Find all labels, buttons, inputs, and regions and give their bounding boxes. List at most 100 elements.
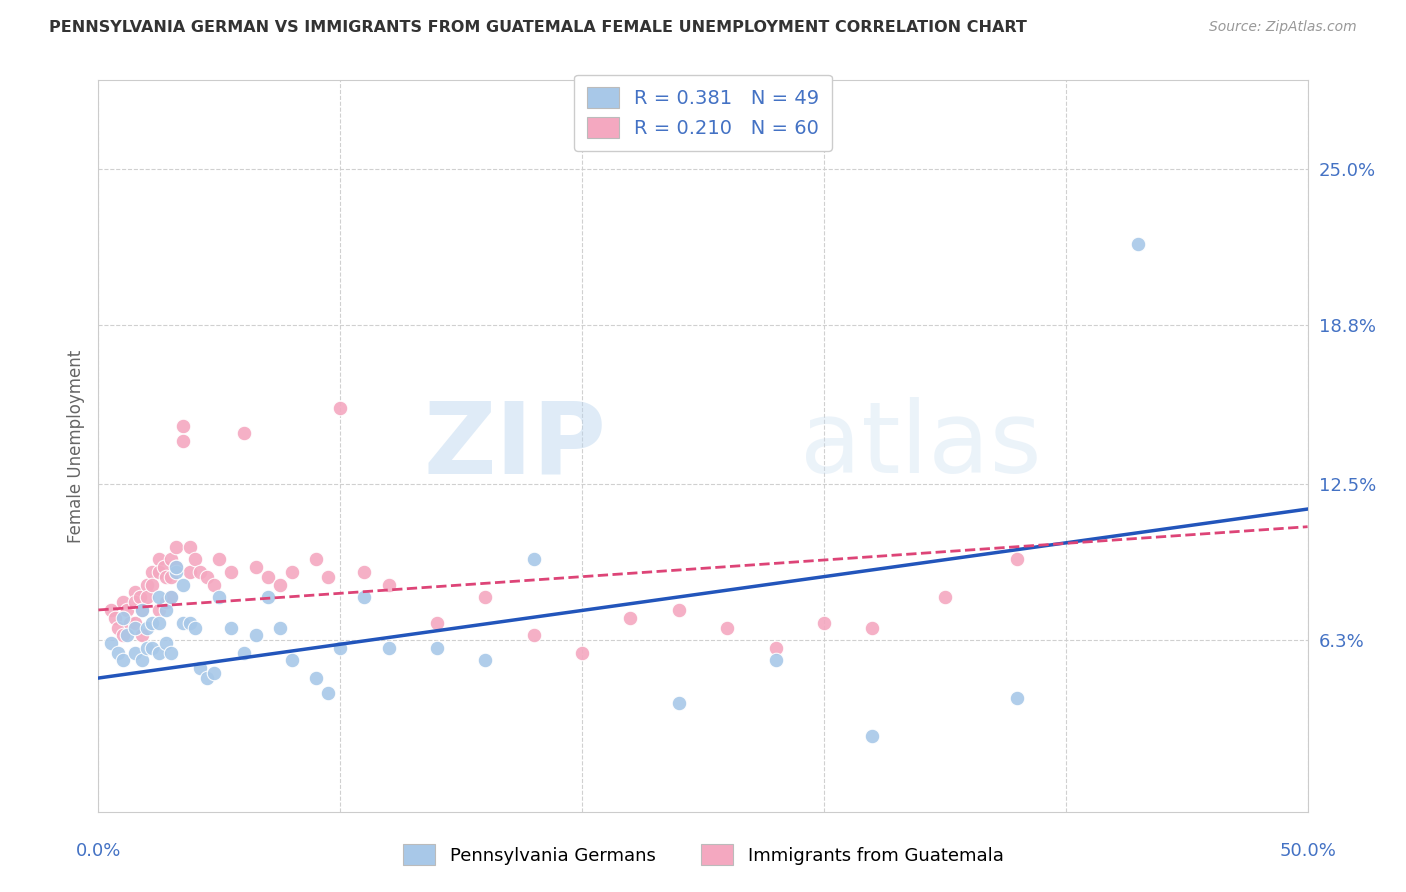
Point: [377, 640, 399, 655]
Text: ZIP: ZIP: [423, 398, 606, 494]
Point: [124, 585, 146, 599]
Point: [107, 621, 129, 635]
Point: [148, 615, 170, 630]
Point: [1007, 552, 1029, 566]
Point: [195, 570, 218, 584]
Point: [160, 591, 183, 605]
Point: [135, 640, 157, 655]
Point: [353, 565, 375, 579]
Point: [117, 628, 139, 642]
Point: [204, 578, 226, 592]
Point: [256, 570, 278, 584]
Point: [104, 610, 127, 624]
Point: [135, 621, 157, 635]
Point: [111, 610, 134, 624]
Point: [141, 565, 163, 579]
Point: [165, 565, 187, 579]
Point: [179, 615, 201, 630]
Point: [148, 591, 170, 605]
Point: [765, 653, 787, 667]
Point: [716, 621, 738, 635]
Point: [765, 640, 787, 655]
Point: [141, 640, 163, 655]
Point: [100, 603, 122, 617]
Text: atlas: atlas: [800, 398, 1042, 494]
Text: 0.0%: 0.0%: [76, 842, 121, 860]
Point: [172, 615, 194, 630]
Text: Source: ZipAtlas.com: Source: ZipAtlas.com: [1209, 20, 1357, 34]
Point: [131, 603, 153, 617]
Point: [619, 610, 641, 624]
Point: [184, 552, 207, 566]
Point: [221, 621, 243, 635]
Point: [813, 615, 835, 630]
Point: [100, 636, 122, 650]
Point: [571, 646, 593, 660]
Point: [155, 603, 177, 617]
Point: [148, 603, 170, 617]
Point: [141, 615, 163, 630]
Point: [204, 665, 226, 680]
Point: [934, 591, 956, 605]
Point: [329, 640, 352, 655]
Point: [172, 418, 194, 433]
Point: [329, 401, 352, 416]
Point: [668, 603, 690, 617]
Point: [160, 570, 183, 584]
Point: [135, 578, 157, 592]
Point: [316, 686, 339, 700]
Point: [269, 578, 291, 592]
Point: [111, 653, 134, 667]
Point: [152, 560, 174, 574]
Point: [188, 565, 211, 579]
Point: [107, 646, 129, 660]
Point: [426, 615, 449, 630]
Point: [148, 646, 170, 660]
Point: [353, 591, 375, 605]
Point: [155, 595, 177, 609]
Point: [124, 615, 146, 630]
Point: [124, 646, 146, 660]
Point: [148, 552, 170, 566]
Legend: R = 0.381   N = 49, R = 0.210   N = 60: R = 0.381 N = 49, R = 0.210 N = 60: [574, 75, 832, 151]
Point: [377, 578, 399, 592]
Point: [208, 591, 231, 605]
Point: [118, 615, 141, 630]
Point: [160, 552, 183, 566]
Point: [208, 552, 231, 566]
Point: [668, 696, 690, 710]
Point: [232, 646, 254, 660]
Point: [172, 434, 194, 448]
Point: [155, 636, 177, 650]
Point: [523, 628, 546, 642]
Point: [131, 603, 153, 617]
Point: [281, 653, 304, 667]
Point: [221, 565, 243, 579]
Legend: Pennsylvania Germans, Immigrants from Guatemala: Pennsylvania Germans, Immigrants from Gu…: [395, 837, 1011, 872]
Point: [165, 540, 187, 554]
Y-axis label: Female Unemployment: Female Unemployment: [66, 350, 84, 542]
Point: [160, 646, 183, 660]
Point: [305, 671, 328, 685]
Point: [269, 621, 291, 635]
Point: [305, 552, 328, 566]
Point: [124, 595, 146, 609]
Point: [232, 426, 254, 441]
Point: [188, 661, 211, 675]
Point: [1128, 237, 1150, 252]
Point: [160, 591, 183, 605]
Point: [523, 552, 546, 566]
Text: PENNSYLVANIA GERMAN VS IMMIGRANTS FROM GUATEMALA FEMALE UNEMPLOYMENT CORRELATION: PENNSYLVANIA GERMAN VS IMMIGRANTS FROM G…: [49, 20, 1028, 35]
Point: [111, 628, 134, 642]
Point: [1007, 691, 1029, 706]
Point: [474, 591, 496, 605]
Point: [124, 621, 146, 635]
Point: [128, 591, 150, 605]
Point: [155, 570, 177, 584]
Point: [135, 591, 157, 605]
Point: [148, 565, 170, 579]
Point: [141, 578, 163, 592]
Point: [111, 595, 134, 609]
Point: [117, 603, 139, 617]
Point: [195, 671, 218, 685]
